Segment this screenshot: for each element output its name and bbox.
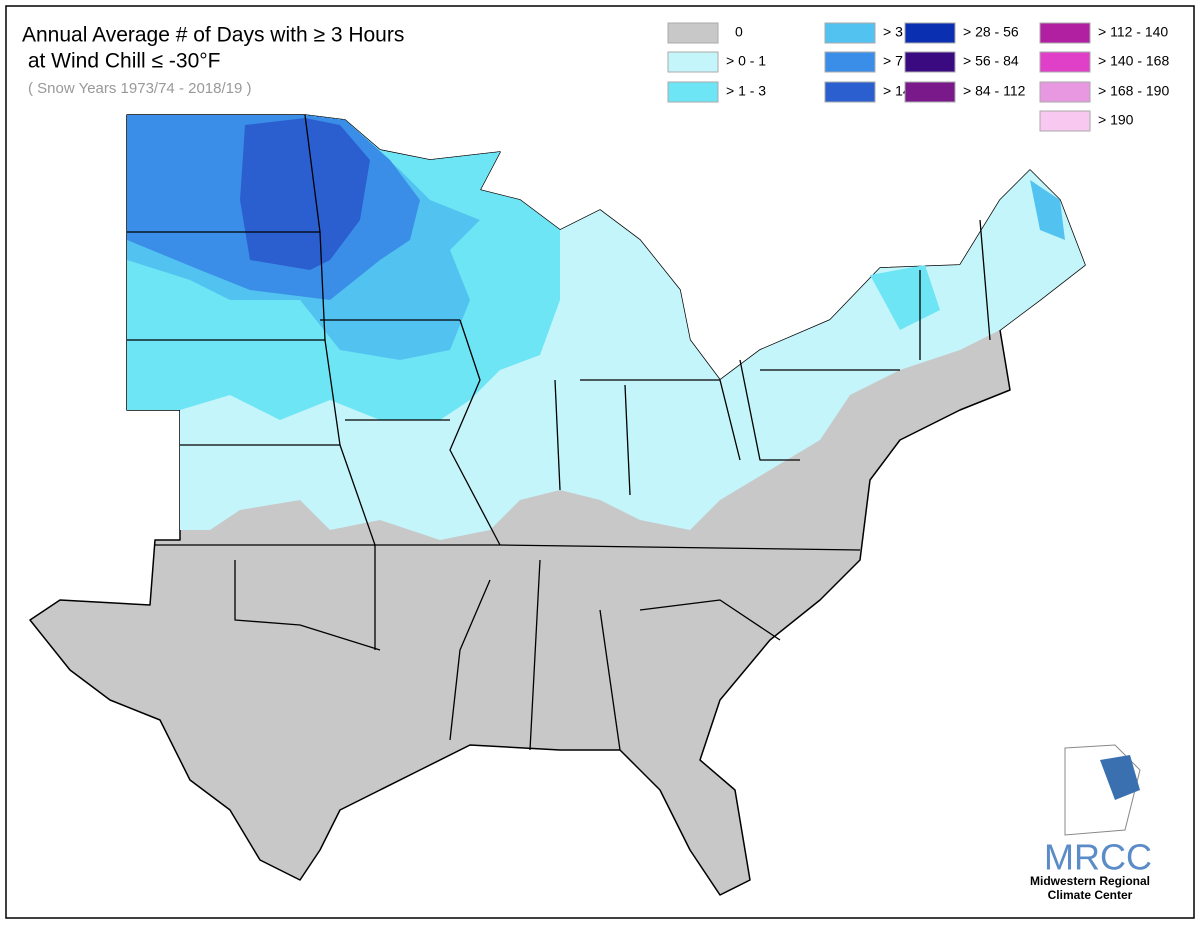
- logo-lakes: [1100, 755, 1140, 800]
- legend-swatch: [667, 81, 719, 103]
- state-lines: [127, 114, 991, 751]
- logo-acronym: MRCC: [1044, 837, 1152, 878]
- map: [29, 114, 1086, 896]
- legend-swatch: [824, 22, 876, 44]
- zone-1-3-ne: [870, 265, 940, 330]
- legend-swatch: [904, 51, 956, 73]
- legend-label: > 0 - 1: [726, 53, 766, 69]
- title-line: Annual Average # of Days with ≥ 3 Hours: [22, 24, 404, 47]
- legend-swatch: [667, 51, 719, 73]
- legend-swatch: [904, 81, 956, 103]
- legend-swatch: [824, 51, 876, 73]
- legend-label: > 56 - 84: [963, 53, 1019, 69]
- legend-label: > 1 - 3: [726, 83, 766, 99]
- legend-label: 0: [735, 24, 743, 40]
- legend-label: > 168 - 190: [1098, 83, 1169, 99]
- logo: MRCC Midwestern Regional Climate Center: [1030, 744, 1152, 902]
- legend-swatch: [1039, 110, 1091, 132]
- subtitle: ( Snow Years 1973/74 - 2018/19 ): [28, 80, 252, 97]
- legend-label: > 112 - 140: [1098, 24, 1168, 40]
- legend-label: > 84 - 112: [963, 83, 1026, 99]
- legend-swatch: [1039, 22, 1091, 44]
- legend-label: > 190: [1098, 112, 1134, 128]
- legend-label: > 28 - 56: [963, 24, 1019, 40]
- legend-swatch: [824, 81, 876, 103]
- legend-swatch: [904, 22, 956, 44]
- zone-3-7-me: [1030, 180, 1065, 240]
- legend-swatch: [1039, 81, 1091, 103]
- logo-name: Climate Center: [1048, 888, 1133, 902]
- logo-name: Midwestern Regional: [1030, 874, 1150, 888]
- legend-label: > 140 - 168: [1098, 53, 1169, 69]
- legend: 0> 0 - 1> 1 - 3> 3 - 7> 7 - 14> 14 - 28>…: [667, 22, 1169, 132]
- legend-swatch: [1039, 51, 1091, 73]
- legend-swatch: [667, 22, 719, 44]
- title-line: at Wind Chill ≤ -30°F: [22, 50, 220, 73]
